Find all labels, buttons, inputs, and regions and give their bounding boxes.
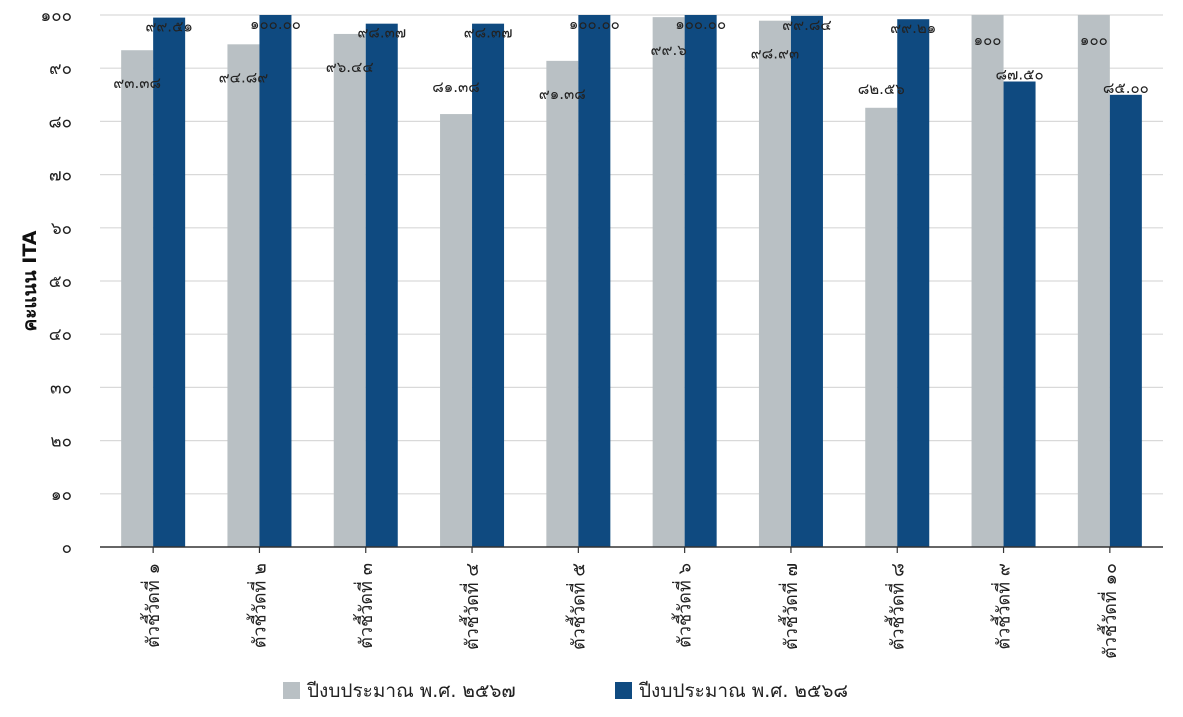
legend-swatch: [615, 682, 632, 699]
axes: [100, 546, 1163, 553]
data-label-series-1: ๙๙.๖: [651, 41, 687, 59]
x-tick-label: ตัวชี้วัดที่ ๔: [459, 563, 483, 650]
y-tick-label: ๓๐: [50, 378, 72, 398]
x-tick-label: ตัวชี้วัดที่ ๕: [565, 563, 589, 650]
legend-swatch: [283, 682, 300, 699]
bar-series-2: [897, 19, 930, 547]
x-tick-label: ตัวชี้วัดที่ ๗: [778, 563, 802, 650]
y-tick-labels: ๐ ๑๐ ๒๐ ๓๐ ๔๐ ๕๐ ๖๐ ๗๐ ๘๐ ๙๐ ๑๐๐: [40, 6, 72, 558]
data-label-series-2: ๙๘.๓๗: [464, 24, 513, 42]
bar-series-2: [365, 23, 398, 547]
data-label-series-1: ๘๒.๕๖: [858, 80, 905, 98]
bar-series-2: [1109, 94, 1142, 548]
y-tick-label: ๕๐: [49, 272, 72, 292]
y-axis-label: คะแนน ITA: [19, 230, 41, 331]
bar-series-2: [578, 15, 611, 547]
bar-series-2: [259, 15, 292, 547]
data-label-series-1: ๙๘.๙๓: [751, 45, 800, 63]
legend: ปีงบประมาณ พ.ศ. ๒๕๖๗ ปีงบประมาณ พ.ศ. ๒๕๖๘: [283, 680, 848, 702]
bar-series-2: [153, 17, 186, 547]
bar-series-1: [440, 114, 473, 547]
data-label-series-1: ๙๑.๓๘: [539, 85, 586, 103]
data-label-series-2: ๙๙.๒๑: [890, 19, 936, 37]
y-tick-label: ๒๐: [50, 432, 72, 452]
legend-label: ปีงบประมาณ พ.ศ. ๒๕๖๘: [638, 680, 848, 702]
data-label-series-1: ๑๐๐: [974, 31, 1002, 49]
bar-series-1: [758, 20, 791, 548]
bar-series-1: [865, 107, 898, 548]
data-label-series-2: ๑๐๐.๐๐: [250, 15, 301, 33]
x-tick-label: ตัวชี้วัดที่ ๘: [884, 563, 908, 650]
data-label-series-2: ๙๙.๘๔: [782, 16, 832, 34]
data-label-series-1: ๙๖.๔๔: [326, 58, 374, 76]
x-tick-label: ตัวชี้วัดที่ ๓: [353, 563, 377, 649]
y-tick-label: ๗๐: [49, 166, 72, 186]
bar-series-2: [472, 23, 505, 547]
data-label-series-2: ๑๐๐.๐๐: [675, 15, 726, 33]
x-tick-labels: ตัวชี้วัดที่ ๑ ตัวชี้วัดที่ ๒ ตัวชี้วัดที่…: [140, 563, 1121, 659]
data-label-series-1: ๙๓.๓๘: [113, 74, 161, 92]
x-tick-label: ตัวชี้วัดที่ ๖: [672, 563, 696, 648]
bar-series-1: [1077, 15, 1110, 547]
data-label-series-1: ๑๐๐: [1080, 31, 1108, 49]
bar-series-2: [684, 15, 717, 547]
data-label-series-2: ๘๕.๐๐: [1103, 79, 1149, 97]
legend-label: ปีงบประมาณ พ.ศ. ๒๕๖๗: [306, 680, 515, 702]
y-tick-label: ๑๐: [51, 485, 72, 505]
data-label-series-2: ๑๐๐.๐๐: [569, 15, 620, 33]
y-tick-label: ๘๐: [49, 112, 73, 132]
bar-series-1: [971, 15, 1004, 547]
y-tick-label: ๙๐: [49, 59, 72, 79]
data-label-series-1: ๙๔.๘๙: [219, 68, 269, 86]
bar-series-2: [1003, 81, 1036, 547]
data-label-series-2: ๙๙.๕๑: [145, 18, 193, 36]
data-label-series-2: ๙๘.๓๗: [357, 24, 406, 42]
x-tick-label: ตัวชี้วัดที่ ๙: [991, 563, 1015, 650]
bar-series-1: [652, 17, 685, 548]
y-tick-label: ๖๐: [51, 219, 72, 239]
y-tick-label: ๑๐๐: [40, 6, 72, 26]
bar-series-1: [227, 44, 260, 547]
data-label-series-2: ๘๗.๕๐: [995, 66, 1043, 84]
y-tick-label: ๔๐: [49, 325, 72, 345]
bar-series-1: [333, 33, 366, 547]
bar-series-1: [121, 50, 154, 548]
bar-series-2: [790, 15, 823, 548]
x-tick-label: ตัวชี้วัดที่ ๑: [140, 563, 164, 648]
bars: [121, 15, 1142, 548]
bar-series-1: [546, 60, 579, 547]
data-label-series-1: ๘๑.๓๘: [432, 78, 480, 96]
x-tick-label: ตัวชี้วัดที่ ๒: [246, 563, 270, 648]
y-tick-label: ๐: [62, 538, 72, 558]
x-tick-label: ตัวชี้วัดที่ ๑๐: [1097, 563, 1121, 659]
